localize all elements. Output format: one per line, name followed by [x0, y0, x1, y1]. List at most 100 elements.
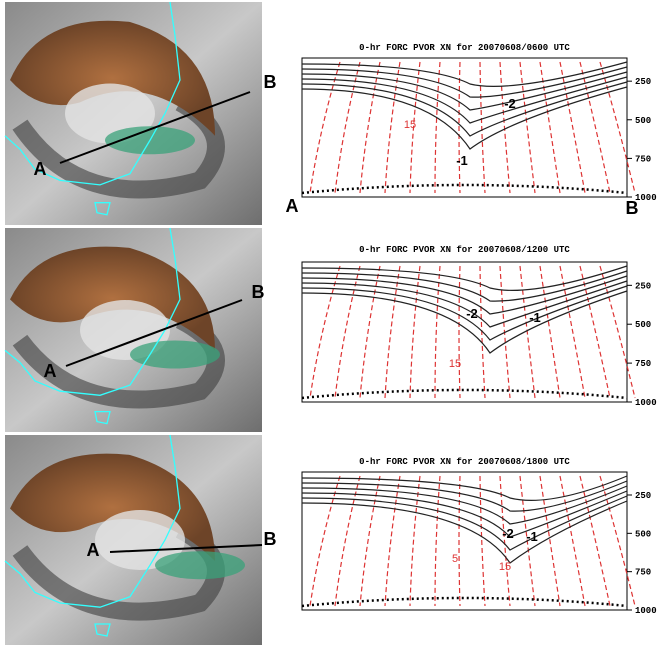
section-title: 0-hr FORC PVOR XN for 20070608/0600 UTC — [359, 43, 570, 53]
temperature-contour — [499, 61, 511, 194]
temperature-contour — [599, 265, 636, 399]
temperature-contour — [559, 61, 586, 194]
temperature-contour — [359, 475, 381, 607]
point-b: B — [252, 282, 265, 302]
pv-contour — [301, 480, 628, 512]
temperature-contour — [384, 265, 401, 399]
pressure-tick-label: 1000 — [635, 193, 657, 203]
pv-contour — [301, 285, 628, 341]
moist-region — [130, 340, 220, 369]
pv-contour — [301, 66, 628, 98]
temperature-contour — [458, 265, 461, 399]
temperature-contour — [334, 61, 361, 194]
section-line — [109, 544, 263, 553]
pressure-tick-label: 750 — [635, 154, 651, 164]
contour-label: 5 — [452, 553, 458, 565]
pressure-tick-label: 750 — [635, 568, 651, 578]
pv-contour — [301, 275, 628, 315]
contour-label: -2 — [466, 306, 478, 321]
temperature-contour — [599, 61, 636, 194]
temperature-contour — [579, 475, 611, 607]
coastline — [4, 227, 181, 396]
temperature-contour — [519, 61, 536, 194]
temperature-contour — [539, 61, 561, 194]
pressure-tick-label: 1000 — [635, 398, 657, 408]
temperature-contour — [434, 265, 441, 399]
temperature-contour — [559, 265, 586, 399]
temperature-contour — [309, 61, 341, 194]
contour-label: -1 — [529, 310, 541, 325]
pressure-tick-label: 500 — [635, 320, 651, 330]
panel: A B 0-hr FORC PVOR XN for 20070608/1800 UT… — [4, 434, 657, 645]
temperature-contour — [579, 265, 611, 399]
contour-label: 15 — [499, 561, 511, 573]
temperature-contour — [458, 61, 461, 194]
section-line — [65, 299, 243, 367]
pressure-tick-label: 1000 — [635, 606, 657, 616]
temperature-contour — [359, 265, 381, 399]
pv-contour — [301, 71, 628, 111]
temperature-contour — [519, 265, 536, 399]
pressure-tick-label: 750 — [635, 359, 651, 369]
pv-contour — [301, 76, 628, 124]
temperature-contour — [434, 475, 441, 607]
pv-contour — [301, 270, 628, 302]
pv-contour — [301, 86, 628, 150]
point-b: B — [264, 529, 277, 549]
temperature-contour — [479, 61, 486, 194]
pv-contour — [301, 485, 628, 525]
pv-contour — [301, 61, 628, 87]
temperature-contour — [409, 61, 421, 194]
point-b: B — [264, 72, 277, 92]
contour-label: -1 — [456, 153, 468, 168]
temperature-contour — [359, 61, 381, 194]
temperature-contour — [409, 265, 421, 399]
contour-label: -2 — [504, 96, 516, 111]
pressure-tick-label: 250 — [635, 491, 651, 501]
temperature-contour — [539, 475, 561, 607]
point-a: A — [44, 361, 57, 381]
section-title: 0-hr FORC PVOR XN for 20070608/1200 UTC — [359, 245, 570, 255]
pv-contour — [301, 265, 628, 291]
temperature-contour — [599, 475, 636, 607]
temperature-contour — [579, 61, 611, 194]
pv-contour — [301, 495, 628, 551]
coastline — [4, 434, 181, 608]
pressure-tick-label: 500 — [635, 116, 651, 126]
temperature-contour — [309, 475, 341, 607]
point-a: A — [34, 159, 47, 179]
pv-contour — [301, 475, 628, 501]
plot-frame — [301, 57, 628, 198]
coastline — [4, 1, 181, 186]
temperature-contour — [384, 61, 401, 194]
pv-contour — [301, 290, 628, 354]
temperature-contour — [458, 475, 461, 607]
end-a: A — [286, 196, 299, 216]
brown-swirl — [10, 453, 215, 561]
cloud-core — [95, 510, 185, 570]
contour-label: -1 — [526, 529, 538, 544]
temperature-contour — [384, 475, 401, 607]
pressure-tick-label: 500 — [635, 529, 651, 539]
brown-swirl — [10, 20, 215, 136]
temperature-contour — [479, 475, 486, 607]
pv-contour — [301, 500, 628, 564]
point-a: A — [87, 540, 100, 560]
temperature-contour — [434, 61, 441, 194]
tasmania — [94, 202, 111, 216]
temperature-contour — [479, 265, 486, 399]
brown-swirl — [10, 246, 215, 351]
contour-label: 15 — [404, 119, 416, 131]
temperature-contour — [334, 265, 361, 399]
temperature-contour — [334, 475, 361, 607]
temperature-contour — [409, 475, 421, 607]
pv-contour — [301, 81, 628, 137]
moist-region — [155, 551, 245, 580]
tasmania — [94, 623, 111, 637]
section-line — [59, 91, 251, 164]
contour-label: 15 — [449, 358, 461, 370]
plot-frame — [301, 261, 628, 403]
pv-contour — [301, 490, 628, 538]
temperature-contour — [499, 475, 511, 607]
